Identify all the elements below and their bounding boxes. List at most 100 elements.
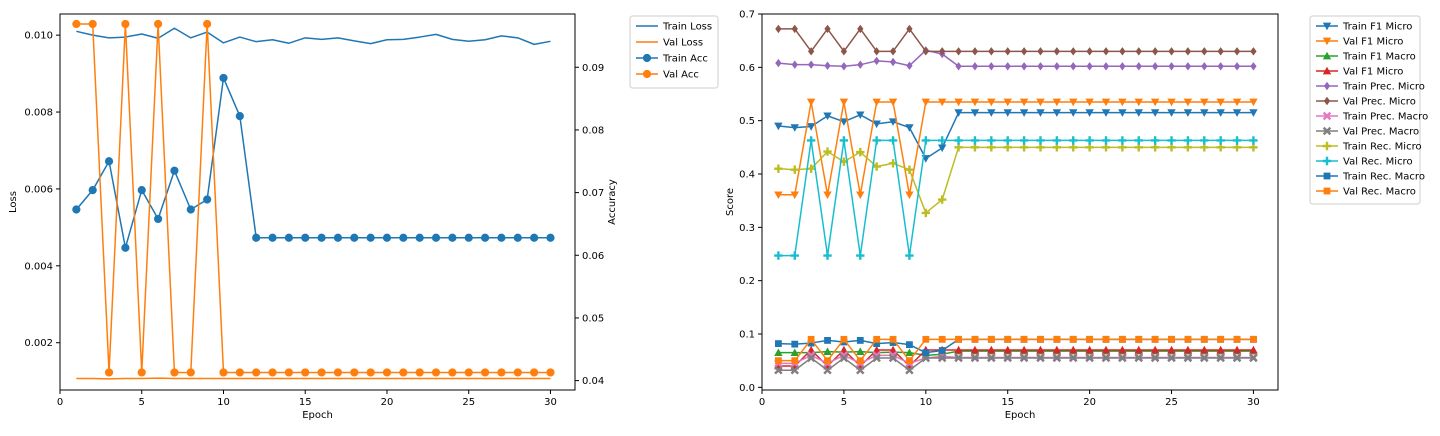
chart2-data-point [1200,109,1209,117]
chart1-data-point [317,368,326,377]
chart2-data-point [905,251,914,260]
chart2-data-point [954,353,963,363]
chart2-data-point [1019,136,1029,145]
chart2-data-point [1101,345,1111,354]
chart2-data-point [906,24,913,34]
chart2-data-point [1200,353,1209,363]
chart1-data-point [121,243,130,252]
chart2-series-line [778,101,1254,196]
chart2-data-point [1216,345,1225,354]
chart2-data-point [905,191,914,199]
chart2-legend-label: Val Prec. Macro [1343,127,1419,138]
chart2-data-point [987,353,996,363]
chart1-data-point [366,233,375,242]
chart1-y2-tick-label: 0.04 [582,376,604,387]
chart2-data-point [1151,62,1159,71]
chart2-x-axis-label: Epoch [1005,410,1036,421]
chart2-data-point [1118,136,1127,145]
chart2-data-point [1135,62,1142,71]
chart1-plot-area [59,13,576,391]
chart1-data-point [252,233,261,242]
chart2-legend-label: Val F1 Micro [1343,67,1403,78]
chart2-data-point [1201,47,1208,56]
chart2-data-point [873,340,881,347]
chart2-y-tick-label: 0.0 [739,383,755,394]
chart2-data-point [1085,136,1094,145]
chart1-x-tick-label: 0 [57,397,63,408]
chart2-data-point [823,251,832,260]
chart2-data-point [1150,353,1160,363]
chart1-series-3 [72,19,555,377]
chart2-data-point [790,366,799,375]
chart2-data-point [1052,345,1062,354]
chart1-data-point [448,233,457,242]
chart2-data-point [791,24,798,34]
chart2-data-point [823,347,832,355]
chart2-data-point [872,120,881,129]
chart2-data-point [906,341,913,349]
chart2-data-point [1135,47,1142,56]
chart2-data-point [1249,98,1258,107]
chart2-legend-marker [1323,81,1331,91]
chart2-series-line [778,49,1254,68]
chart2-data-point [839,345,849,354]
chart2-legend-marker [1322,51,1332,60]
chart2-data-point [857,24,864,34]
chart1-data-point [382,368,392,377]
chart1-y2-tick-label: 0.08 [582,125,604,136]
chart2-data-point [1036,109,1045,117]
chart2-data-point [856,347,865,355]
chart2-data-point [774,357,782,365]
chart2-data-point [1052,98,1062,107]
chart2-data-point [791,340,799,348]
chart2-data-point [1101,353,1111,363]
chart1-y2-tick-label: 0.09 [582,63,604,74]
chart2-data-point [807,339,815,347]
chart1-data-point [268,233,277,242]
chart2-data-point [1167,98,1176,107]
chart2-legend-frame [1309,15,1421,205]
chart2-data-point [840,335,848,343]
chart2-data-point [1003,109,1012,117]
chart2-data-point [774,366,783,375]
chart1-x-tick-label: 25 [462,397,475,408]
chart1-legend-item: Val Acc [636,70,699,81]
chart2-data-point [856,337,864,344]
chart2-data-point [839,353,849,363]
chart2-data-point [1052,109,1062,117]
chart2-data-point [1216,136,1225,145]
chart2-data-point [791,60,798,69]
chart1-data-point [203,19,212,29]
chart1-legend-frame [629,15,719,89]
chart2-data-point [839,351,849,360]
chart1-data-point [530,233,539,242]
chart2-data-point [1135,335,1143,343]
chart2-legend-marker [1323,172,1331,180]
chart1-y-tick-label: 0.008 [24,108,53,119]
chart2-data-point [775,24,782,34]
chart1-y-tick-label: 0.004 [24,261,53,272]
chart1-y-tick-label: 0.010 [24,31,53,42]
chart2-data-point [1036,353,1045,363]
chart2-data-point [1233,62,1241,71]
chart1-data-point [317,233,326,242]
chart2-legend-marker [1322,66,1332,75]
chart2-legend-item: Val Prec. Macro [1316,127,1419,138]
chart2-data-point [774,164,783,173]
chart1-data-point [88,19,97,29]
chart2-data-point [774,122,783,131]
chart2-legend-item: Val Prec. Micro [1316,97,1416,108]
chart2-data-point [1217,47,1224,56]
chart2-x-tick-label: 10 [919,397,932,408]
chart2-data-point [774,340,782,347]
chart2-data-point [824,337,831,344]
chart2-data-point [824,24,831,34]
chart2-data-point [1020,62,1028,71]
chart2-legend-marker [1322,22,1332,31]
chart2-data-point [955,47,962,56]
chart2-series-7 [774,353,1258,375]
chart2-data-point [1118,353,1127,363]
chart2-legend-label: Val Prec. Micro [1343,97,1416,108]
chart2-data-point [856,111,865,119]
